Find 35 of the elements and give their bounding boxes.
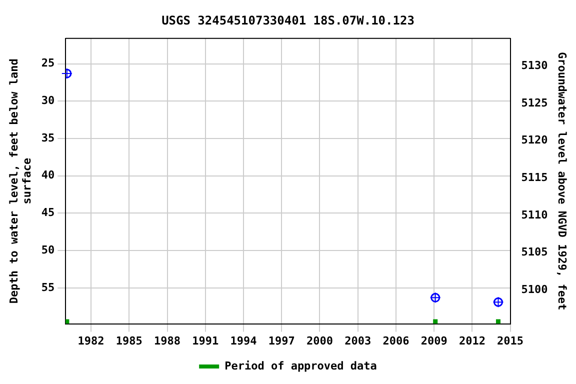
x-tick-label: 1997 <box>268 334 295 348</box>
x-tick-label: 1991 <box>192 334 220 348</box>
x-tick-label: 2003 <box>344 334 372 348</box>
chart-title: USGS 324545107330401 18S.07W.10.123 <box>162 13 414 28</box>
y-tick-label: 25 <box>41 56 55 70</box>
x-tick-label: 2012 <box>458 334 486 348</box>
x-tick-label: 2000 <box>306 334 333 348</box>
y2-tick-label: 5110 <box>521 208 548 222</box>
y-axis-title: Depth to water level, feet below land surface <box>7 58 34 304</box>
point <box>492 296 504 308</box>
x-tick-label: 1994 <box>230 334 258 348</box>
point <box>433 319 438 324</box>
y-tick-label: 45 <box>41 206 55 220</box>
y-tick-label: 55 <box>41 280 55 294</box>
y-tick-label: 35 <box>41 131 55 144</box>
y2-tick-label: 5115 <box>521 170 548 184</box>
y2-tick-label: 5130 <box>521 58 548 72</box>
y2-axis-title: Groundwater level above NGVD 1929, feet <box>556 52 569 310</box>
y-tick-label: 40 <box>41 168 55 182</box>
x-tick-label: 2006 <box>382 334 410 348</box>
y-tick-label: 50 <box>41 243 55 256</box>
y-tick-label: 30 <box>41 94 55 108</box>
x-tick-label: 1988 <box>154 334 181 348</box>
point <box>496 319 501 324</box>
x-tick-label: 2015 <box>497 334 524 348</box>
y2-tick-label: 5125 <box>521 96 548 110</box>
point <box>61 68 72 80</box>
x-tick-label: 1985 <box>116 334 142 348</box>
point <box>430 292 441 304</box>
x-tick-label: 1982 <box>78 334 104 348</box>
y2-tick-label: 5105 <box>521 246 548 259</box>
legend-label: Period of approved data <box>224 359 377 372</box>
y2-tick-label: 5120 <box>521 134 548 147</box>
x-tick-label: 2009 <box>420 334 448 348</box>
y2-tick-label: 5100 <box>521 283 548 296</box>
